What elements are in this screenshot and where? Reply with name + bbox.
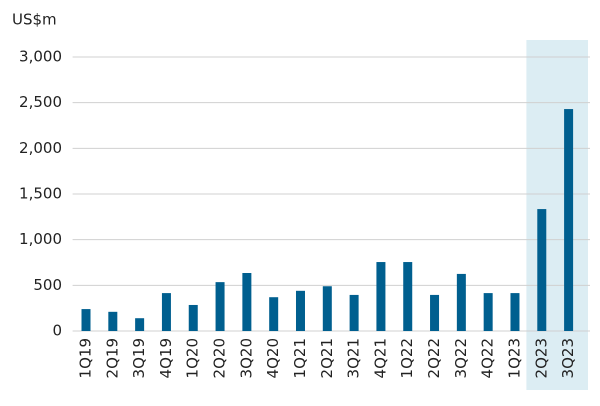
bar: [161, 293, 171, 331]
x-tick-label: 2Q19: [103, 338, 121, 378]
y-tick-label: 1,000: [19, 230, 62, 248]
bar: [537, 209, 547, 331]
y-tick-label: 2,000: [19, 139, 62, 157]
x-tick-label: 3Q23: [559, 338, 577, 378]
x-tick-label: 4Q20: [264, 338, 282, 378]
bar: [564, 109, 574, 331]
bar: [135, 318, 145, 331]
bar: [403, 262, 413, 331]
bar: [108, 311, 118, 331]
y-tick-label: 500: [33, 276, 62, 294]
bar: [510, 293, 520, 331]
x-tick-label: 4Q21: [371, 338, 389, 378]
bar: [188, 304, 198, 331]
bar: [483, 293, 493, 331]
y-tick-label: 3,000: [19, 48, 62, 66]
bar: [349, 294, 359, 331]
x-tick-label: 2Q22: [425, 338, 443, 378]
bar: [376, 262, 386, 331]
bar: [81, 309, 91, 331]
x-tick-label: 4Q22: [479, 338, 497, 378]
highlight-region: [526, 40, 588, 390]
bar: [456, 273, 466, 331]
x-tick-label: 3Q22: [452, 338, 470, 378]
x-tick-label: 2Q21: [318, 338, 336, 378]
x-tick-label: 1Q23: [505, 338, 523, 378]
y-tick-label: 1,500: [19, 185, 62, 203]
x-tick-label: 3Q19: [130, 338, 148, 378]
x-tick-label: 1Q21: [291, 338, 309, 378]
bar: [430, 294, 440, 331]
bar: [322, 286, 332, 331]
x-tick-label: 3Q20: [237, 338, 255, 378]
y-axis-label: US$m: [12, 11, 57, 29]
x-tick-label: 1Q20: [184, 338, 202, 378]
bar: [215, 282, 225, 331]
x-tick-label: 1Q22: [398, 338, 416, 378]
background-layer: [526, 40, 588, 390]
y-tick-label: 2,500: [19, 93, 62, 111]
x-tick-label: 1Q19: [77, 338, 95, 378]
bar: [242, 273, 252, 331]
x-tick-label: 3Q21: [345, 338, 363, 378]
x-tick-label: 2Q23: [532, 338, 550, 378]
y-tick-label: 0: [52, 322, 62, 340]
x-tick-label: 2Q20: [211, 338, 229, 378]
bar: [295, 290, 305, 331]
x-tick-label: 4Q19: [157, 338, 175, 378]
bar: [269, 297, 279, 331]
